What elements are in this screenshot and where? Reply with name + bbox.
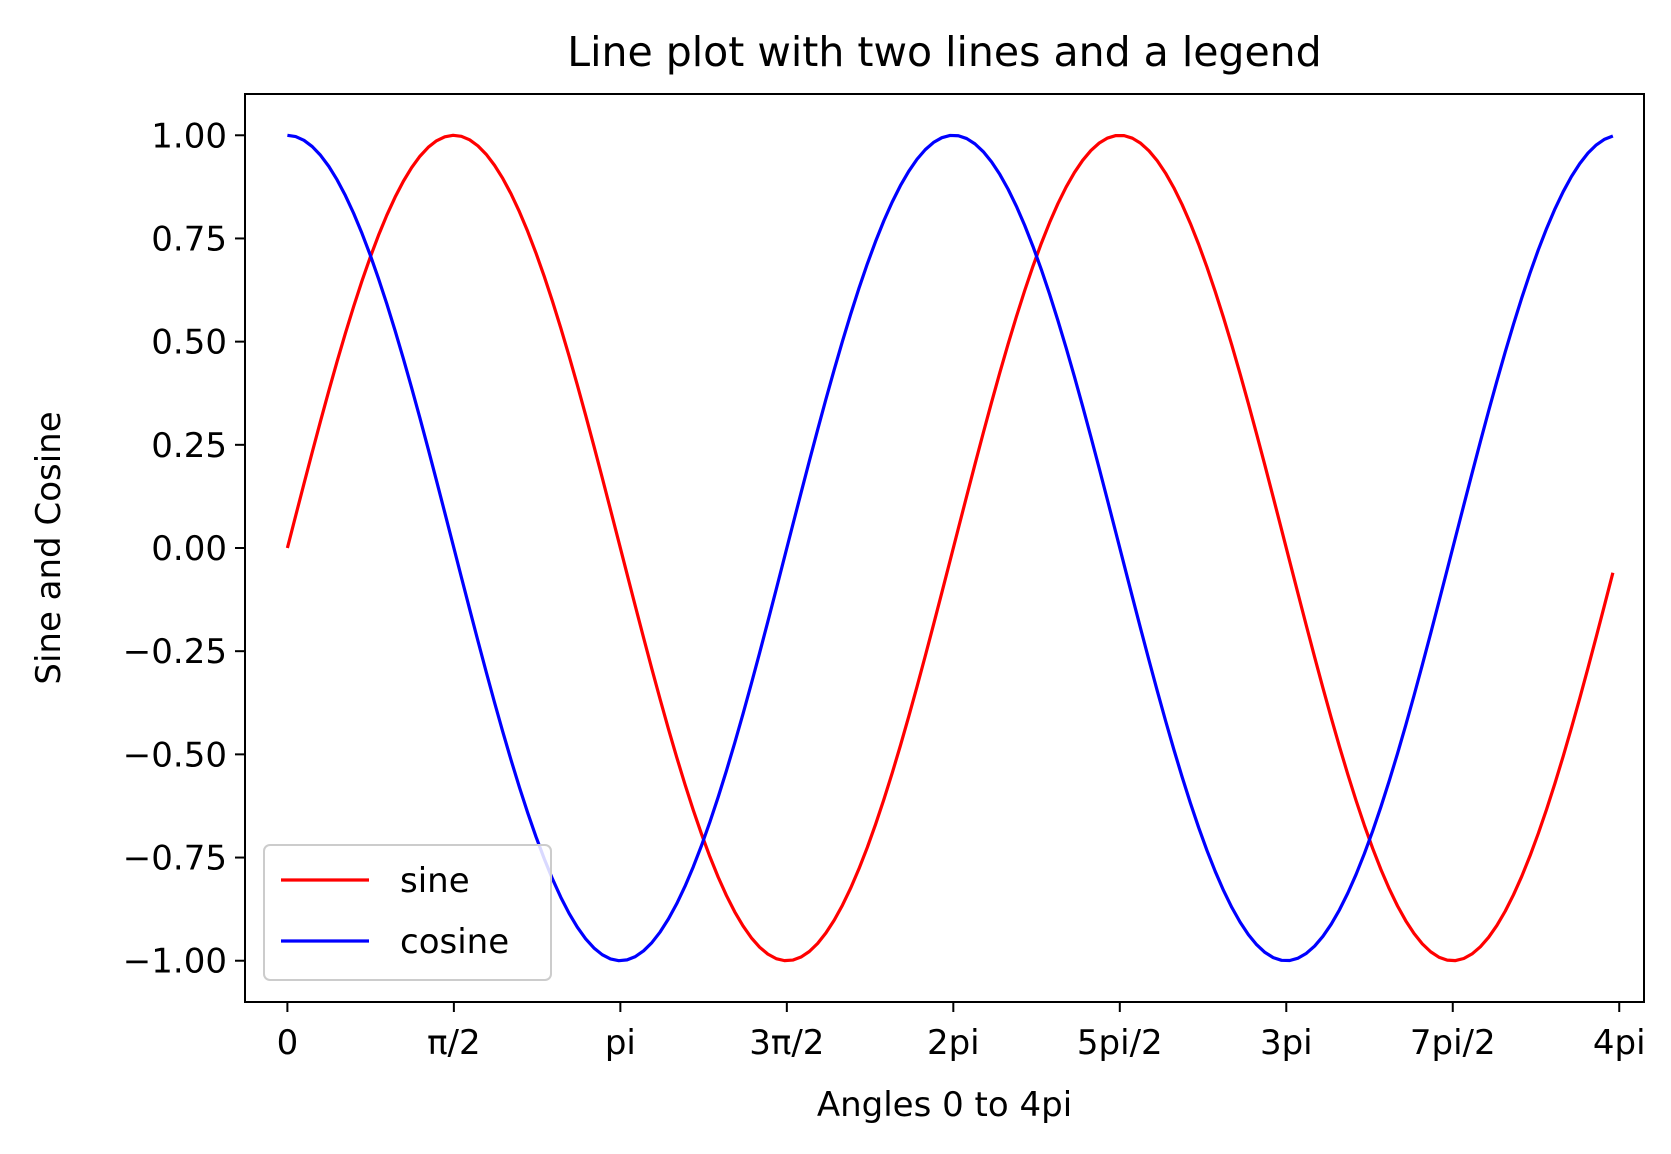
y-tick-label: 0.25	[151, 426, 227, 466]
x-tick-label: 0	[277, 1023, 299, 1063]
x-tick-label: 3pi	[1260, 1023, 1313, 1063]
y-tick-label: −0.75	[123, 839, 227, 879]
x-tick-label: 2pi	[927, 1023, 980, 1063]
y-tick-label: 0.00	[151, 529, 227, 569]
series-layer	[285, 133, 1615, 963]
legend-label-cosine: cosine	[400, 922, 509, 962]
y-tick-label: −1.00	[123, 942, 227, 982]
series-line-cosine	[287, 133, 1614, 963]
x-tick-label: 5pi/2	[1077, 1023, 1163, 1063]
x-tick-label: 7pi/2	[1410, 1023, 1496, 1063]
x-tick-label: pi	[605, 1023, 636, 1063]
y-axis: 1.00 0.75 0.50 0.25 0.00 −0.25 −0.50 −0.75 −1.00	[123, 116, 245, 982]
x-tick-label: 4pi	[1593, 1023, 1646, 1063]
y-tick-label: 0.75	[151, 219, 227, 259]
legend: sine cosine	[263, 844, 552, 981]
chart-title: Line plot with two lines and a legend	[567, 28, 1321, 76]
series-line-sine	[285, 133, 1615, 963]
y-tick-label: −0.25	[123, 632, 227, 672]
x-axis: 0 π/2 pi 3π/2 2pi 5pi/2 3pi 7pi/2 4pi	[277, 1002, 1646, 1063]
legend-label-sine: sine	[400, 861, 470, 901]
y-tick-label: −0.50	[123, 735, 227, 775]
y-tick-label: 1.00	[151, 116, 227, 156]
y-tick-label: 0.50	[151, 323, 227, 363]
x-tick-label: π/2	[427, 1023, 481, 1063]
x-tick-label: 3π/2	[749, 1023, 824, 1063]
y-axis-label: Sine and Cosine	[29, 411, 69, 684]
x-axis-label: Angles 0 to 4pi	[817, 1085, 1072, 1125]
